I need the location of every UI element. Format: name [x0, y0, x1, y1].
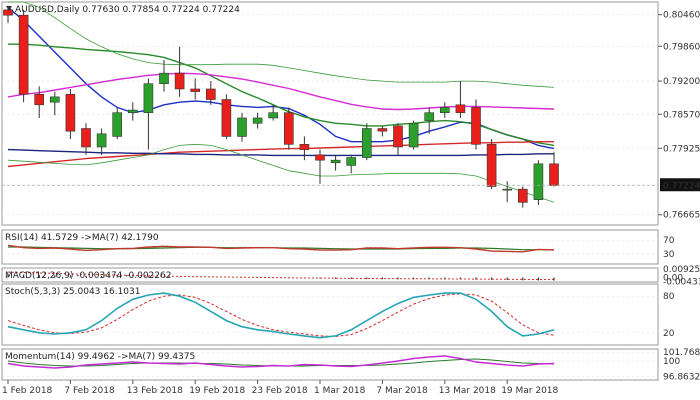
macd-panel-frame [1, 267, 659, 283]
rsi-tick-label: 70 [663, 236, 675, 246]
x-tick-label: 7 Mar 2018 [376, 386, 428, 396]
candle-bullish [439, 107, 450, 114]
candle-bullish [237, 117, 247, 137]
current-price-label: 0.77224 [663, 181, 700, 191]
candle-bearish [206, 88, 216, 100]
candle-bullish [408, 122, 419, 148]
x-tick-label: 7 Feb 2018 [64, 386, 115, 396]
rsi-panel-frame [1, 229, 659, 265]
overlay-line-sma_long [7, 140, 554, 168]
candle-bullish [533, 163, 544, 200]
rsi-label: RSI(14) 41.5729 ->MA(7) 42.1790 [5, 233, 159, 243]
candle-bullish [330, 159, 341, 164]
x-tick-label: 1 Feb 2018 [2, 386, 53, 396]
momentum-label: Momentum(14) 99.4962 ->MA(7) 99.4375 [5, 352, 195, 362]
candle-bearish [393, 125, 403, 148]
candle-bearish [3, 9, 13, 16]
price-tick-label: 0.78570 [663, 110, 700, 120]
stoch-tick-label: 80 [663, 292, 675, 302]
candle-bullish [128, 109, 138, 114]
candle-bullish [424, 112, 435, 121]
candle-bearish [34, 93, 45, 106]
x-tick-label: 19 Feb 2018 [189, 386, 245, 396]
candle-bearish [517, 188, 528, 203]
rsi-line [7, 244, 555, 253]
candle-bearish [65, 93, 76, 132]
candle-bullish [502, 188, 513, 191]
x-tick-label: 1 Mar 2018 [314, 386, 366, 396]
candle-bearish [486, 144, 497, 187]
rsi-tick-label: 30 [663, 250, 675, 260]
collapse-arrow-icon [6, 6, 12, 11]
candle-bullish [361, 128, 372, 158]
momentum-tick-label: 100 [663, 357, 680, 367]
candle-bearish [299, 144, 310, 150]
overlay-line-sma_mid [8, 43, 555, 147]
candle-bullish [159, 72, 169, 85]
candle-bullish [96, 133, 107, 148]
stoch-tick-label: 20 [663, 329, 675, 339]
price-panel-frame [1, 1, 659, 226]
candle-bearish [81, 128, 91, 148]
stoch-label: Stoch(5,3,3) 25.0043 16.1031 [5, 287, 140, 297]
chart-title: AUDUSD,Daily 0.77630 0.77854 0.77224 0.7… [15, 5, 240, 15]
candle-bullish [252, 117, 263, 124]
candle-bearish [221, 99, 232, 137]
macd-signal-line [7, 271, 554, 280]
price-tick-label: 0.76665 [663, 211, 700, 221]
x-tick-label: 23 Feb 2018 [252, 386, 308, 396]
candle-bullish [49, 96, 60, 103]
candle-bullish [143, 83, 154, 114]
macd-label: MACD(12,26,9) -0.003474 -0.002262 [5, 271, 171, 281]
current-price-box [660, 178, 700, 192]
momentum-tick-label: 96.8632 [663, 373, 700, 383]
momentum-panel-frame [1, 348, 659, 381]
stoch-k-line [7, 292, 555, 339]
candle-bearish [455, 104, 466, 114]
price-tick-label: 0.79200 [663, 77, 700, 87]
x-tick-label: 19 Mar 2018 [501, 386, 558, 396]
candle-bearish [190, 88, 200, 92]
candle-bullish [268, 112, 279, 119]
overlay-line-baseline [7, 148, 554, 157]
macd-tick-label: -0.004331 [663, 277, 700, 287]
overlay-line-bollinger [8, 1, 555, 88]
candle-bearish [18, 14, 29, 95]
candle-bearish [377, 128, 388, 132]
x-tick-label: 13 Feb 2018 [127, 386, 183, 396]
overlay-line-bollinger [7, 143, 555, 203]
candle-bullish [346, 157, 357, 166]
candle-bullish [112, 112, 122, 137]
macd-tick-label: 0.009256 [663, 265, 700, 275]
price-tick-label: 0.79860 [663, 42, 700, 52]
candle-bearish [283, 112, 294, 145]
candle-bearish [315, 154, 325, 161]
candle-bearish [549, 163, 559, 186]
price-tick-label: 0.77925 [663, 144, 700, 154]
candle-bearish [471, 107, 481, 145]
momentum-line [7, 355, 555, 369]
stoch-panel-frame [1, 283, 659, 346]
candle-bearish [174, 72, 185, 90]
macd-tick-label: 0.00 [663, 273, 683, 283]
x-tick-label: 13 Mar 2018 [439, 386, 496, 396]
price-tick-label: 0.80460 [663, 11, 700, 21]
